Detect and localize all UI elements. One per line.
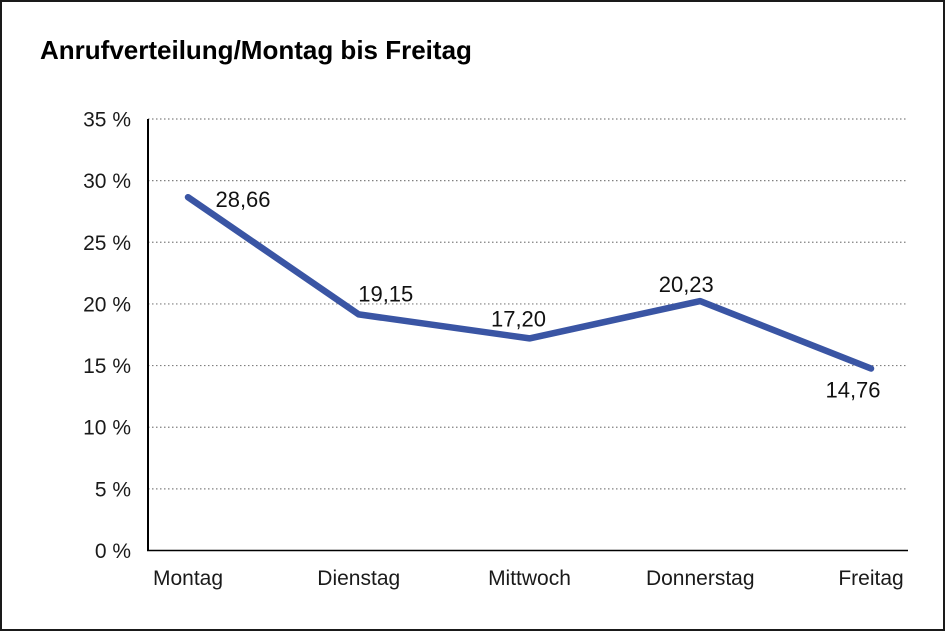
data-value-label: 20,23 bbox=[659, 272, 714, 297]
y-tick-label: 0 % bbox=[95, 540, 131, 563]
y-tick-label: 30 % bbox=[83, 170, 131, 193]
y-tick-label: 10 % bbox=[83, 417, 131, 440]
chart-title: Anrufverteilung/Montag bis Freitag bbox=[40, 35, 472, 65]
y-tick-label: 20 % bbox=[83, 293, 131, 316]
data-value-label: 14,76 bbox=[825, 378, 880, 403]
y-tick-label: 5 % bbox=[95, 478, 131, 501]
y-tick-label: 25 % bbox=[83, 232, 131, 255]
x-axis-label: Dienstag bbox=[317, 567, 400, 590]
x-axis-label: Donnerstag bbox=[646, 567, 755, 590]
data-value-label: 28,66 bbox=[215, 187, 270, 212]
x-axis-label: Freitag bbox=[838, 567, 903, 590]
y-tick-label: 35 % bbox=[83, 109, 131, 132]
y-tick-label: 15 % bbox=[83, 355, 131, 378]
x-axis-label: Montag bbox=[153, 567, 223, 590]
call-distribution-line bbox=[184, 193, 875, 372]
x-axis-label: Mittwoch bbox=[488, 567, 571, 590]
data-value-label: 19,15 bbox=[358, 281, 413, 306]
data-value-label: 17,20 bbox=[491, 306, 546, 331]
